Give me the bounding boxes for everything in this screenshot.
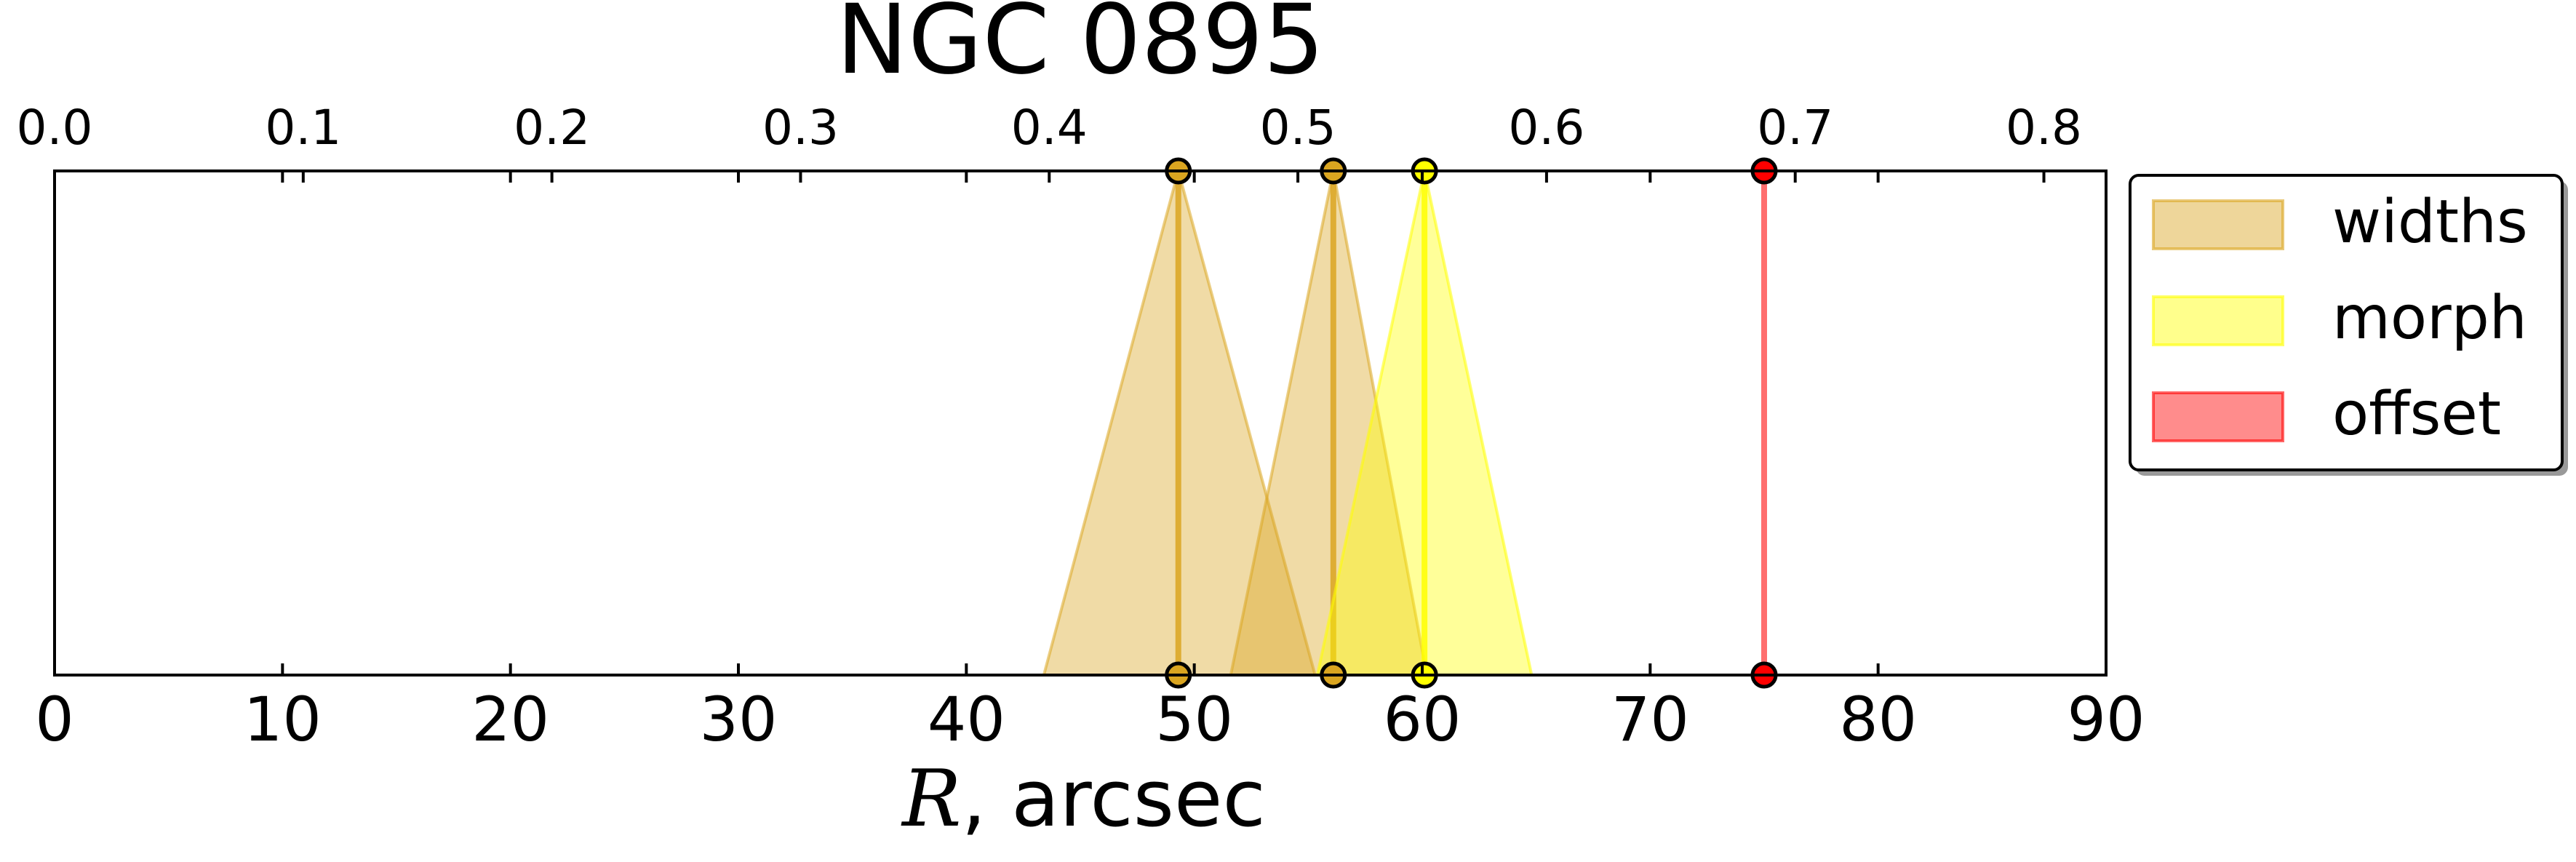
legend-label-widths: widths [2332,188,2528,257]
bottom-tick-label-2: 20 [471,684,549,755]
top-tick-label-1: 0.1 [265,100,341,156]
top-tick-label-7: 0.7 [1757,100,1833,156]
x-axis-label-variable: R [901,754,961,845]
bottom-tick-label-9: 90 [2067,684,2145,755]
top-tick-label-5: 0.5 [1260,100,1336,156]
legend-swatch-offset [2152,391,2284,442]
top-tick-label-2: 0.2 [514,100,590,156]
top-tick-label-4: 0.4 [1011,100,1088,156]
bottom-tick-label-3: 30 [700,684,778,755]
top-axis: 0.0 0.1 0.2 0.3 0.4 0.5 0.6 0.7 0.8 [17,100,2082,183]
chart-title: NGC 0895 [836,0,1324,96]
bottom-tick-label-8: 80 [1839,684,1917,755]
bands-layer [1042,157,1778,689]
top-tick-label-0: 0.0 [17,100,93,156]
legend-items: widths morph offset [2152,188,2528,449]
top-tick-label-6: 0.6 [1508,100,1584,156]
bottom-axis: 0 10 20 30 40 50 60 70 80 90 [35,171,2145,755]
bottom-tick-label-7: 70 [1611,684,1689,755]
legend-label-morph: morph [2332,284,2527,353]
bottom-tick-label-5: 50 [1155,684,1233,755]
x-axis-label: R, arcsec [901,754,1266,845]
bottom-tick-label-0: 0 [35,684,73,755]
legend-swatch-morph [2152,295,2284,346]
x-axis-label-unit: , arcsec [961,754,1265,845]
top-tick-label-3: 0.3 [762,100,839,156]
plot-frame [53,169,2108,677]
bottom-tick-label-1: 10 [244,684,322,755]
bottom-tick-label-4: 40 [928,684,1005,755]
legend-swatch-widths [2152,199,2284,250]
top-tick-label-8: 0.8 [2006,100,2082,156]
bottom-tick-label-6: 60 [1384,684,1462,755]
legend: widths morph offset [2129,174,2568,476]
legend-label-offset: offset [2332,380,2501,449]
